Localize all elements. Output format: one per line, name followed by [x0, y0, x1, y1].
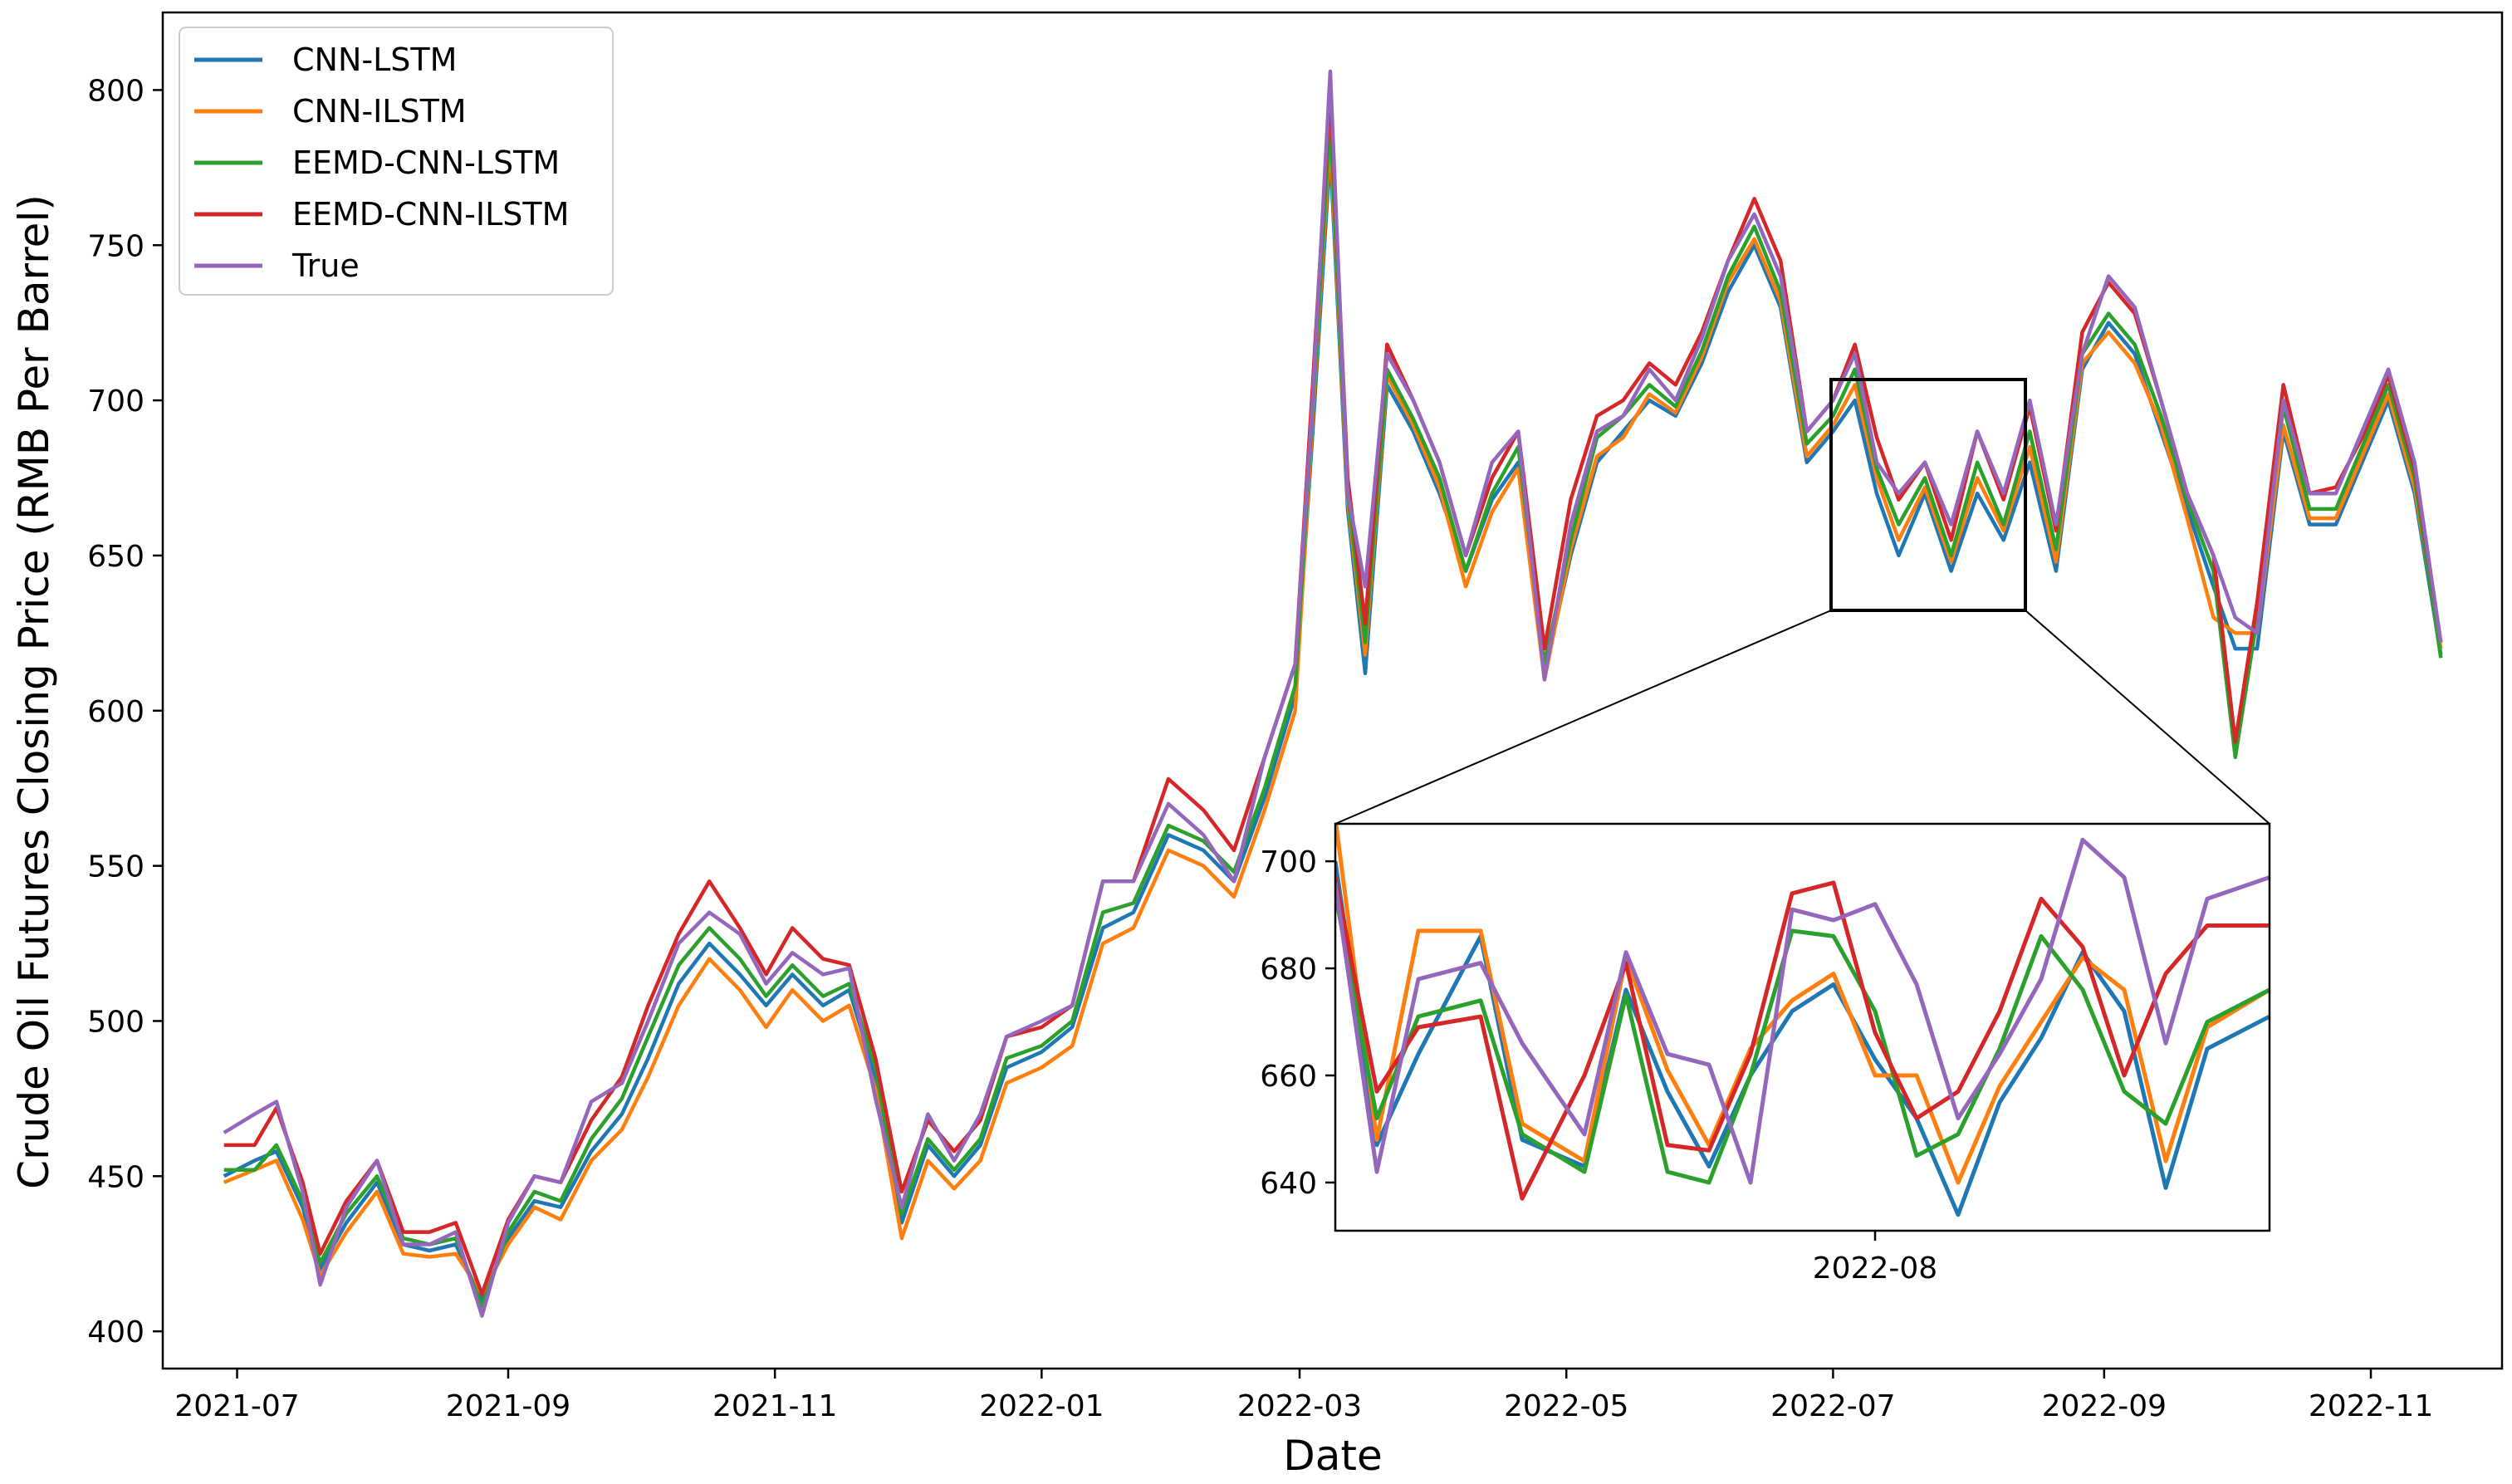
inset-x-axis-ticks: 2022-08	[1813, 1231, 1937, 1286]
series-line-eemd-cnn-ilstm	[223, 88, 2443, 1296]
x-tick-label: 2021-07	[174, 1389, 299, 1423]
main-series-group	[223, 69, 2443, 1318]
legend-entry-label: CNN-LSTM	[292, 42, 457, 78]
x-tick-label: 2021-09	[446, 1389, 570, 1423]
x-tick-label: 2022-01	[979, 1389, 1104, 1423]
inset-series-line-cnn-ilstm	[1335, 824, 2270, 1185]
x-tick-label: 2021-11	[712, 1389, 837, 1423]
inset-series-line-eemd-cnn-ilstm	[1335, 877, 2270, 1201]
y-tick-label: 700	[87, 384, 144, 419]
inset-y-tick-label: 660	[1260, 1060, 1317, 1094]
plot-frame	[161, 11, 2504, 1370]
y-tick-label: 800	[87, 74, 144, 108]
legend: CNN-LSTM CNN-ILSTM EEMD-CNN-LSTM EEMD-CNN-I…	[179, 27, 614, 296]
inset-series-group	[1335, 824, 2270, 1217]
inset-y-axis-ticks: 640 660 680 700	[1260, 845, 1335, 1201]
x-tick-label: 2022-11	[2309, 1389, 2433, 1423]
y-tick-label: 550	[87, 850, 144, 884]
inset-y-tick-label: 640	[1260, 1167, 1317, 1201]
y-tick-label: 450	[87, 1160, 144, 1194]
inset-y-tick-label: 700	[1260, 845, 1317, 879]
y-tick-label: 500	[87, 1005, 144, 1039]
x-tick-label: 2022-07	[1770, 1389, 1895, 1423]
y-tick-label: 400	[87, 1315, 144, 1349]
inset-series-line-true	[1335, 837, 2270, 1185]
y-tick-label: 650	[87, 540, 144, 574]
inset-series-line-eemd-cnn-lstm	[1335, 893, 2270, 1185]
y-tick-label: 750	[87, 229, 144, 263]
inset-y-tick-label: 680	[1260, 953, 1317, 987]
x-tick-label: 2022-05	[1504, 1389, 1628, 1423]
legend-box	[179, 27, 614, 296]
x-tick-label: 2022-09	[2042, 1389, 2167, 1423]
inset-series-line-cnn-lstm	[1335, 860, 2270, 1217]
inset-x-tick-label: 2022-08	[1813, 1251, 1937, 1286]
zoom-connector-right	[2025, 610, 2270, 825]
y-axis-ticks: 400 450 500 550 600 650 700 750 800	[87, 74, 163, 1349]
x-tick-label: 2022-03	[1237, 1389, 1362, 1423]
x-axis-ticks: 2021-07 2021-09 2021-11 2022-01 2022-03 2022-…	[174, 1369, 2433, 1423]
zoom-region-box	[1829, 378, 2027, 612]
y-axis-label: Crude Oil Futures Closing Price (RMB Per…	[10, 194, 58, 1189]
x-axis-label: Date	[1283, 1432, 1383, 1480]
legend-entry-label: EEMD-CNN-ILSTM	[292, 196, 569, 233]
zoom-connector-left	[1334, 610, 1832, 825]
inset-frame	[1334, 822, 2271, 1232]
y-tick-label: 600	[87, 695, 144, 729]
legend-entry-label: CNN-ILSTM	[292, 93, 467, 130]
legend-entry-label: True	[291, 247, 360, 284]
series-line-true	[223, 69, 2443, 1318]
legend-entry-label: EEMD-CNN-LSTM	[292, 144, 560, 181]
